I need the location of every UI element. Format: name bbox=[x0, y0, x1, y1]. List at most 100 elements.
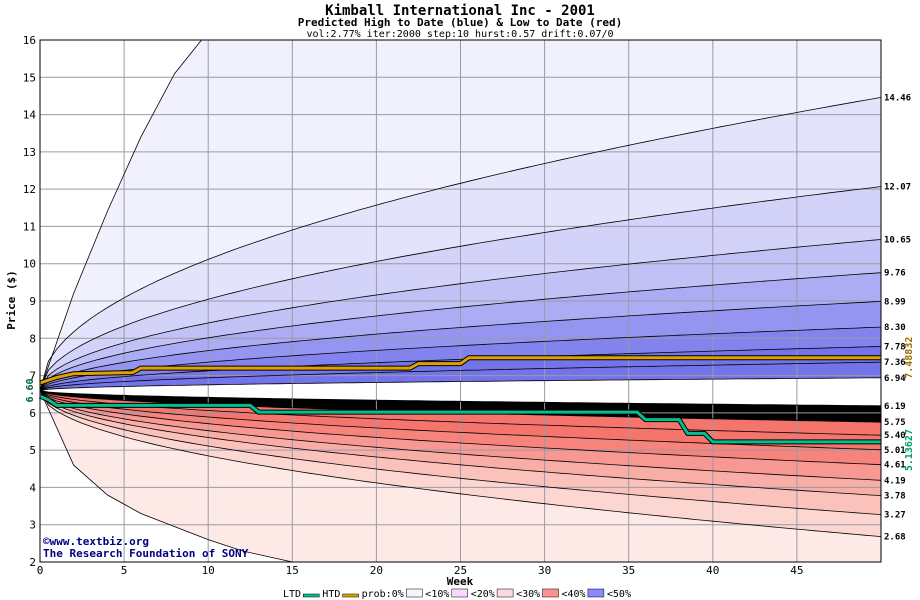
high-percentile-line bbox=[39, 377, 882, 391]
y-tick-label: 10 bbox=[23, 258, 36, 271]
legend-bin-label: <10% bbox=[425, 589, 449, 600]
y-tick-label: 9 bbox=[29, 295, 36, 308]
legend-bin-label: <40% bbox=[562, 589, 586, 600]
high-end-label: 12.07 bbox=[884, 183, 911, 193]
y-tick-label: 13 bbox=[23, 146, 36, 159]
low-percentile-line bbox=[39, 390, 882, 515]
legend-bin-swatch bbox=[451, 588, 468, 598]
y-axis-label: Price ($) bbox=[5, 270, 18, 330]
x-tick-label: 30 bbox=[538, 564, 551, 577]
ltd-line bbox=[39, 394, 881, 444]
low-end-label: 5.75 bbox=[884, 418, 906, 428]
legend-htd-swatch bbox=[342, 593, 359, 598]
high-band-2 bbox=[40, 186, 881, 391]
upper-envelope-line bbox=[39, 39, 202, 391]
high-end-label: 8.99 bbox=[884, 297, 906, 307]
x-tick-label: 0 bbox=[37, 564, 44, 577]
low-end-label: 2.68 bbox=[884, 533, 906, 543]
htd-end-label: 7.48832 bbox=[904, 337, 915, 379]
chart-title: Kimball International Inc - 2001 bbox=[325, 3, 595, 19]
ltd-end-label: 5.13627 bbox=[904, 429, 915, 471]
y-tick-label: 4 bbox=[29, 481, 36, 494]
high-percentile-line bbox=[39, 186, 882, 391]
high-percentile-line bbox=[39, 97, 882, 391]
high-end-label: 8.30 bbox=[884, 323, 906, 333]
htd-line bbox=[39, 356, 881, 385]
low-end-label: 5.01 bbox=[884, 446, 906, 456]
low-band-5 bbox=[40, 390, 881, 465]
legend: LTD HTD prob:0% <10% <20% <30% <40% <50% bbox=[283, 588, 631, 600]
y-tick-label: 15 bbox=[23, 71, 36, 84]
low-band-6 bbox=[40, 390, 881, 450]
y-tick-label: 6 bbox=[29, 407, 36, 420]
watermark-line-2: The Research Foundation of SONY bbox=[43, 547, 249, 560]
y-tick-label: 11 bbox=[23, 220, 36, 233]
x-tick-label: 45 bbox=[790, 564, 803, 577]
high-percentile-line bbox=[39, 361, 882, 391]
legend-ltd-label: LTD bbox=[283, 589, 301, 600]
legend-bin-swatch bbox=[542, 588, 559, 598]
legend-bin-label: <50% bbox=[607, 589, 631, 600]
x-tick-label: 25 bbox=[454, 564, 467, 577]
low-band-1 bbox=[40, 390, 881, 537]
high-band-0 bbox=[40, 40, 881, 391]
legend-bin-swatch bbox=[587, 588, 605, 598]
y-tick-label: 12 bbox=[23, 183, 36, 196]
low-band-4 bbox=[40, 390, 881, 481]
high-band-5 bbox=[40, 301, 881, 391]
y-tick-label: 3 bbox=[29, 519, 36, 532]
legend-bin-label: <20% bbox=[471, 589, 495, 600]
x-tick-label: 20 bbox=[370, 564, 383, 577]
low-end-label: 4.61 bbox=[884, 461, 906, 471]
high-percentile-line bbox=[39, 346, 882, 391]
x-tick-label: 10 bbox=[202, 564, 215, 577]
plot-frame bbox=[39, 39, 882, 563]
legend-bin-swatch bbox=[496, 588, 514, 598]
low-percentile-line bbox=[39, 390, 882, 481]
y-tick-label: 5 bbox=[29, 444, 36, 457]
low-percentile-line bbox=[39, 390, 882, 407]
low-band-3 bbox=[40, 390, 881, 496]
high-percentile-line bbox=[39, 326, 882, 391]
low-end-label: 6.19 bbox=[884, 402, 906, 412]
low-end-label: 4.19 bbox=[884, 476, 906, 486]
x-tick-label: 35 bbox=[622, 564, 635, 577]
chart-params: vol:2.77% iter:2000 step:10 hurst:0.57 d… bbox=[306, 29, 613, 40]
x-tick-label: 40 bbox=[706, 564, 719, 577]
high-end-label: 7.36 bbox=[884, 358, 906, 368]
y-tick-label: 7 bbox=[29, 370, 36, 383]
low-percentile-line bbox=[39, 390, 882, 451]
legend-ltd-swatch bbox=[303, 593, 320, 598]
high-end-label: 7.78 bbox=[884, 342, 906, 352]
legend-prob-label: prob:0% bbox=[362, 589, 404, 600]
low-percentile-line bbox=[39, 390, 882, 537]
y-tick-label: 16 bbox=[23, 34, 36, 47]
low-end-label: 5.40 bbox=[884, 431, 906, 441]
legend-htd-label: HTD bbox=[322, 589, 340, 600]
x-axis-label: Week bbox=[447, 575, 474, 588]
high-percentile-line bbox=[39, 272, 882, 391]
lower-envelope-line bbox=[39, 390, 293, 563]
y-tick-label: 8 bbox=[29, 332, 36, 345]
high-band-3 bbox=[40, 239, 881, 391]
chart-subtitle: Predicted High to Date (blue) & Low to D… bbox=[298, 16, 623, 29]
high-percentile-line bbox=[39, 301, 882, 391]
high-band-4 bbox=[40, 272, 881, 391]
legend-bin-label: <30% bbox=[516, 589, 540, 600]
watermark-line-1: ©www.textbiz.org bbox=[43, 535, 149, 548]
y-tick-label: 14 bbox=[23, 109, 37, 122]
low-percentile-line bbox=[39, 390, 882, 466]
legend-bin-swatch bbox=[406, 588, 423, 598]
high-end-label: 6.94 bbox=[884, 374, 906, 384]
high-end-label: 9.76 bbox=[884, 269, 906, 279]
low-end-label: 3.27 bbox=[884, 511, 906, 521]
high-end-label: 10.65 bbox=[884, 235, 911, 245]
plot-area: 0 5 10 15 20 25 30 35 40 452345678910111213141516… bbox=[23, 34, 915, 577]
low-percentile-line bbox=[39, 390, 882, 436]
low-band-2 bbox=[40, 390, 881, 515]
x-tick-label: 5 bbox=[121, 564, 128, 577]
high-percentile-line bbox=[39, 239, 882, 391]
low-end-label: 3.78 bbox=[884, 492, 906, 502]
low-band-0 bbox=[40, 390, 881, 562]
